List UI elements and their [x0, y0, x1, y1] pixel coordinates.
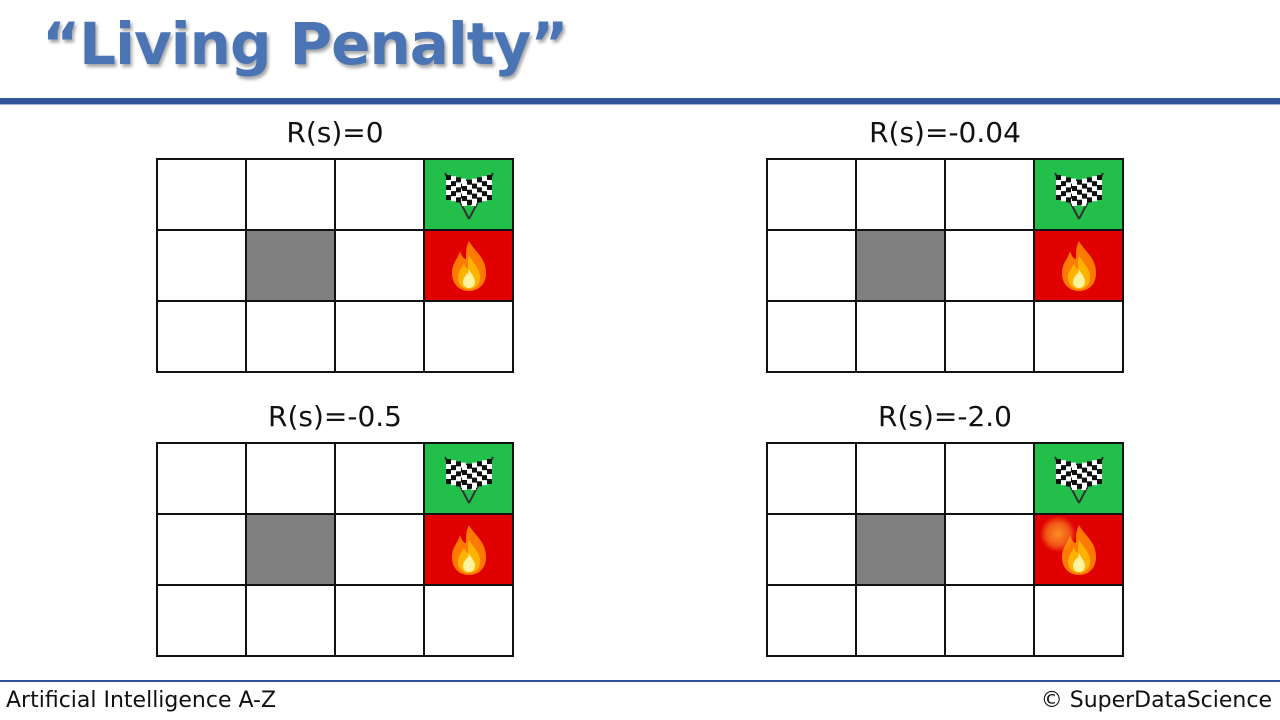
- checkered-flags-icon: [1041, 451, 1117, 507]
- grid-world: [766, 158, 1124, 373]
- grid-cell: [857, 444, 946, 515]
- grid-cell-goal: [425, 444, 514, 515]
- grid-cell: [946, 302, 1035, 373]
- grid-cell: [768, 515, 857, 586]
- grid-cell: [768, 160, 857, 231]
- grid-cell: [946, 586, 1035, 657]
- grid-cell-wall: [247, 515, 336, 586]
- fire-icon: [1056, 523, 1102, 577]
- grid-cell: [336, 444, 425, 515]
- grid-cell-fire: [1035, 515, 1124, 586]
- grid-cell-wall: [857, 515, 946, 586]
- grid-cell: [768, 302, 857, 373]
- grid-cell: [768, 444, 857, 515]
- grid-cell: [336, 586, 425, 657]
- grid-cell: [247, 444, 336, 515]
- checkered-flags-icon: [1041, 167, 1117, 223]
- grid-cell: [425, 586, 514, 657]
- grid-cell: [336, 160, 425, 231]
- grid-cell-goal: [1035, 444, 1124, 515]
- panel-title: R(s)=-0.04: [869, 116, 1021, 149]
- grid-cell: [946, 231, 1035, 302]
- grid-cell: [336, 302, 425, 373]
- slide-title: “Living Penalty”: [42, 10, 568, 78]
- grid-cell-goal: [425, 160, 514, 231]
- grid-cell: [247, 586, 336, 657]
- grid-cell: [857, 586, 946, 657]
- grid-cell: [768, 231, 857, 302]
- grid-world: [156, 442, 514, 657]
- grid-cell: [247, 160, 336, 231]
- panel-title: R(s)=0: [286, 116, 384, 149]
- grid-cell: [1035, 586, 1124, 657]
- fire-icon: [446, 523, 492, 577]
- fire-icon: [1056, 239, 1102, 293]
- grid-cell: [158, 231, 247, 302]
- grid-cell: [857, 160, 946, 231]
- grid-cell: [247, 302, 336, 373]
- grid-cell: [158, 586, 247, 657]
- grid-world: [156, 158, 514, 373]
- grid-cell-fire: [1035, 231, 1124, 302]
- grid-world: [766, 442, 1124, 657]
- grid-cell-goal: [1035, 160, 1124, 231]
- grid-cell: [1035, 302, 1124, 373]
- panel-title: R(s)=-2.0: [878, 400, 1012, 433]
- grid-cell: [946, 444, 1035, 515]
- grid-cell: [158, 160, 247, 231]
- checkered-flags-icon: [431, 451, 507, 507]
- grid-cell-fire: [425, 515, 514, 586]
- checkered-flags-icon: [431, 167, 507, 223]
- grid-cell: [946, 515, 1035, 586]
- footer-copyright: © SuperDataScience: [1040, 688, 1272, 713]
- grid-cell: [336, 515, 425, 586]
- grid-cell: [336, 231, 425, 302]
- grid-cell: [425, 302, 514, 373]
- title-divider: [0, 98, 1280, 105]
- grid-cell-fire: [425, 231, 514, 302]
- footer-course-title: Artificial Intelligence A-Z: [6, 688, 277, 713]
- grid-cell: [158, 444, 247, 515]
- grid-cell: [946, 160, 1035, 231]
- grid-cell-wall: [247, 231, 336, 302]
- fire-icon: [446, 239, 492, 293]
- grid-cell-wall: [857, 231, 946, 302]
- grid-cell: [768, 586, 857, 657]
- panel-title: R(s)=-0.5: [268, 400, 402, 433]
- footer-divider: [0, 680, 1280, 682]
- grid-cell: [158, 302, 247, 373]
- grid-cell: [158, 515, 247, 586]
- grid-cell: [857, 302, 946, 373]
